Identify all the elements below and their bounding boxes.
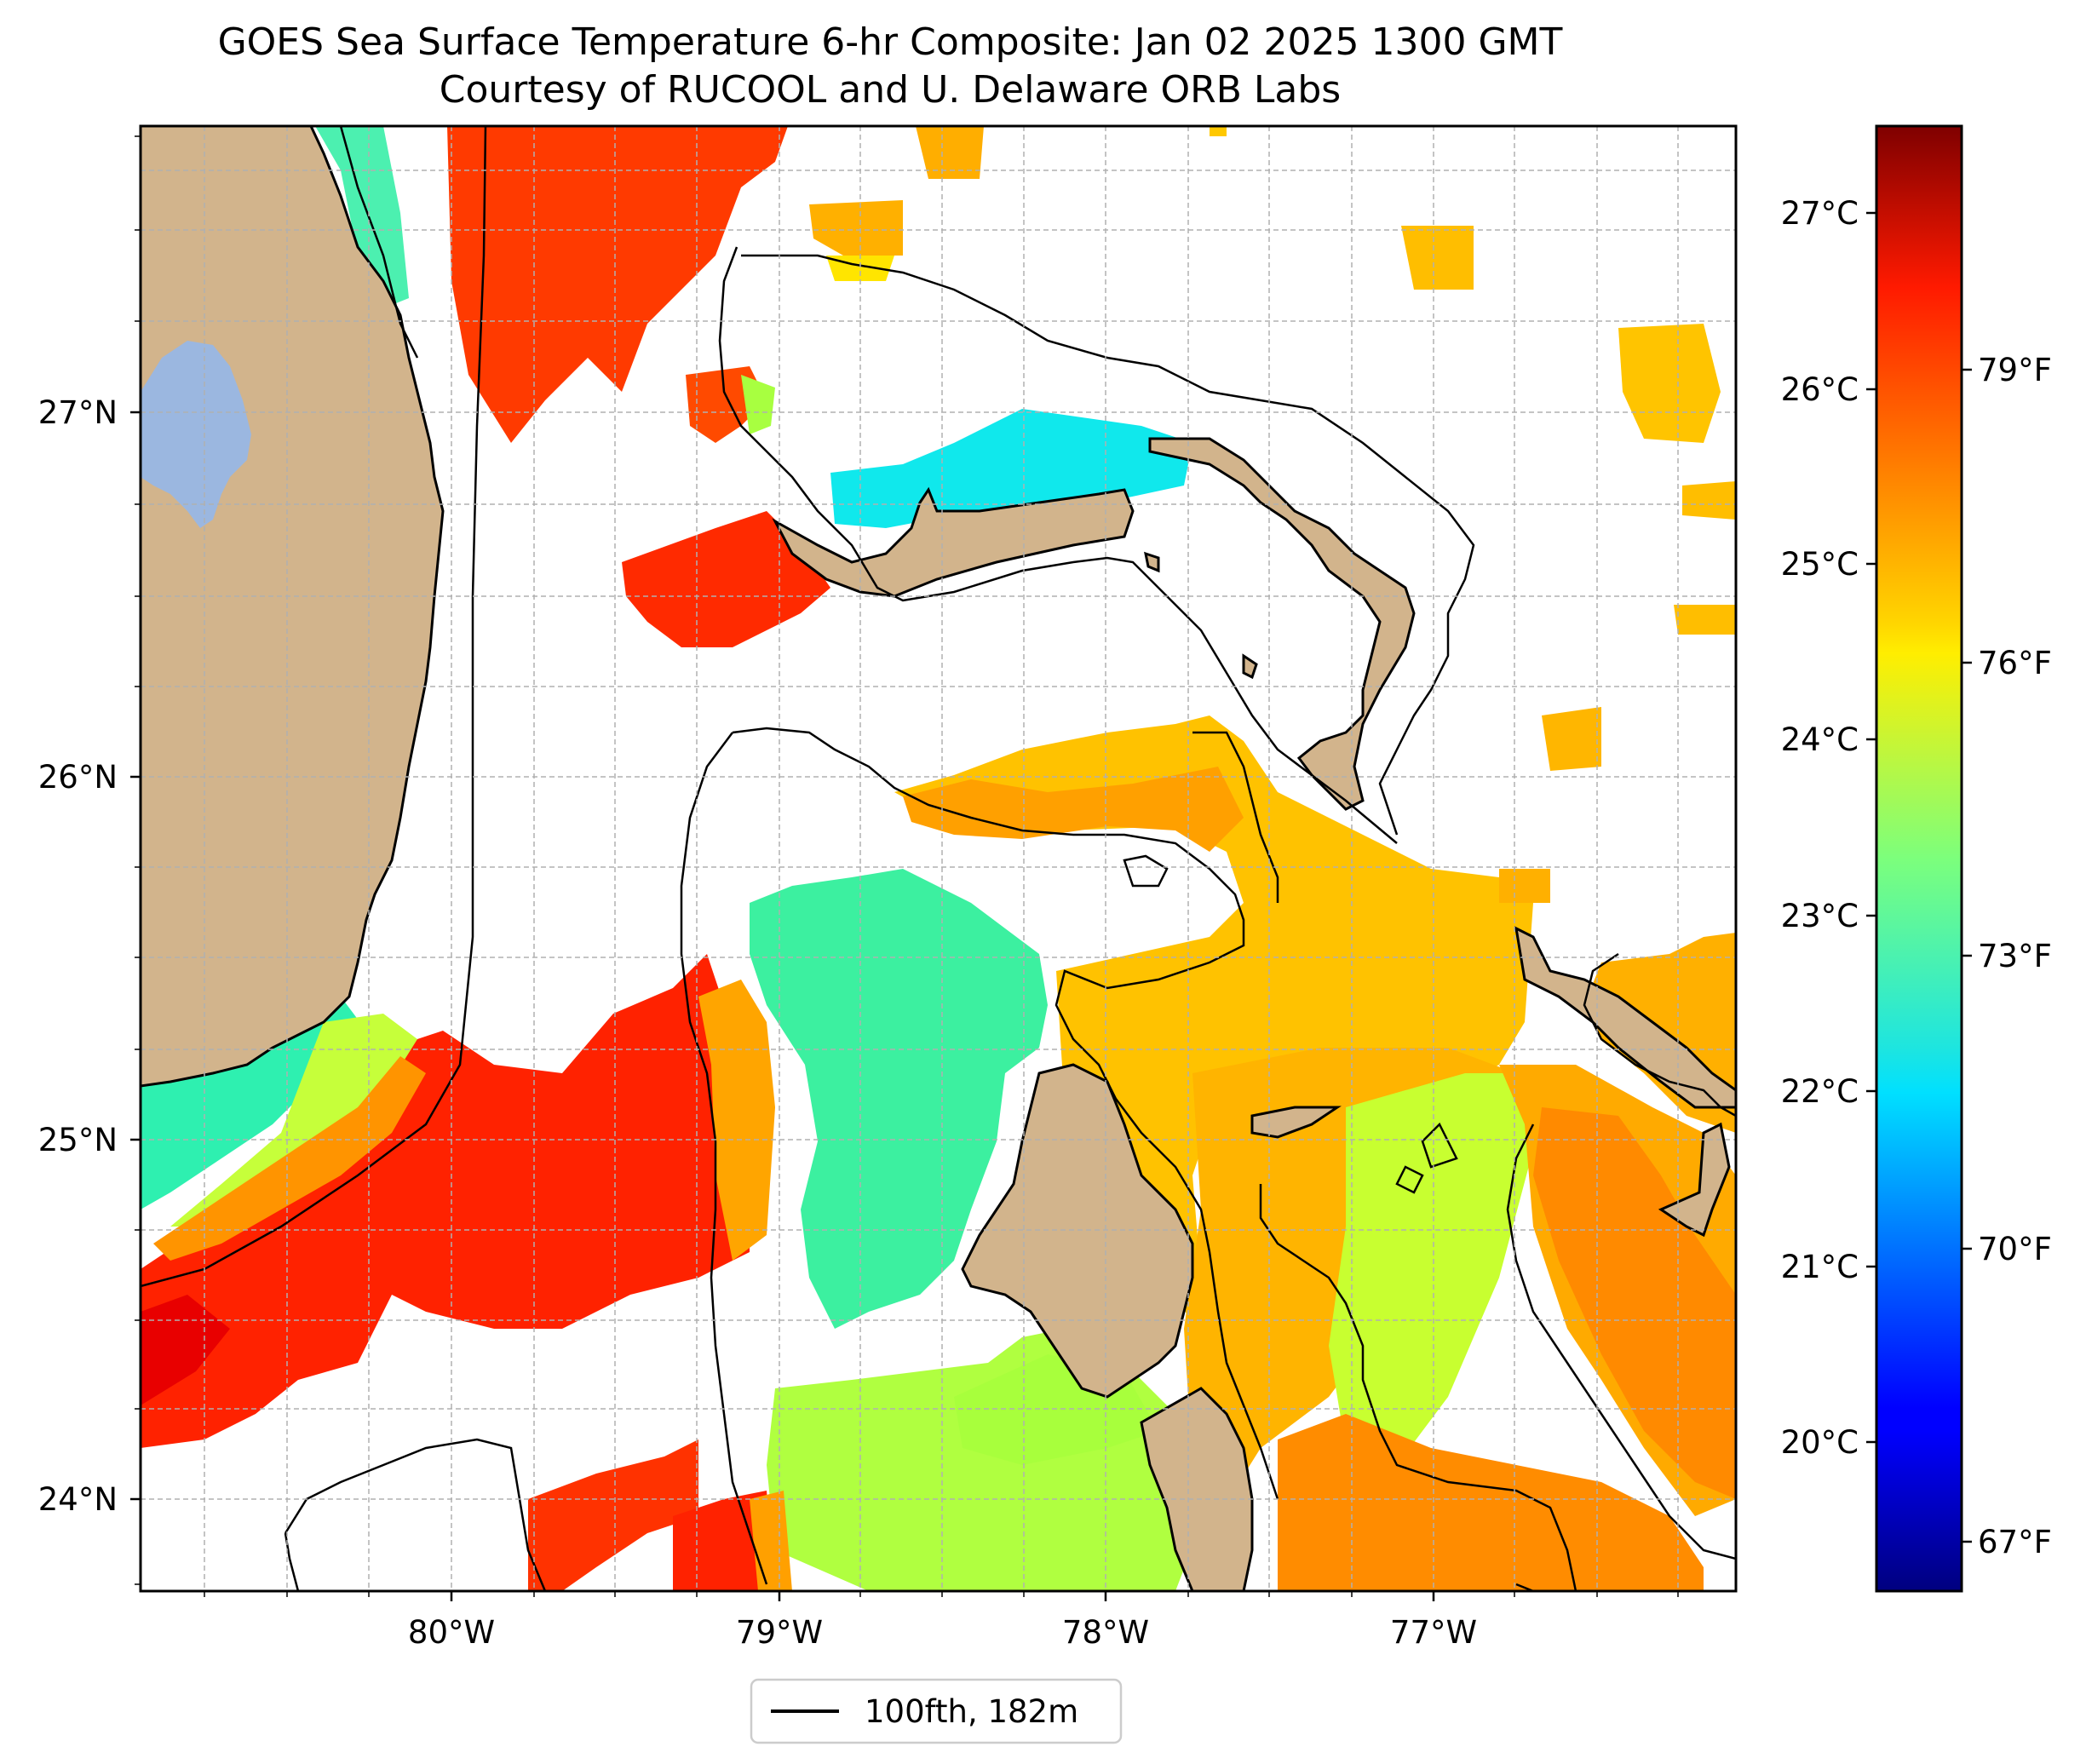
great-abaco-land — [1148, 437, 1416, 811]
longitude-labels: 80°W 79°W 78°W 77°W — [408, 1614, 1477, 1651]
lon-label: 78°W — [1062, 1614, 1149, 1651]
fahrenheit-tick-label: 73°F — [1978, 938, 2052, 974]
lat-label: 25°N — [38, 1122, 118, 1158]
lat-label: 27°N — [38, 394, 118, 431]
fahrenheit-tick-label: 76°F — [1978, 645, 2052, 681]
lon-label: 77°W — [1390, 1614, 1477, 1651]
axis-ticks — [130, 411, 1435, 1601]
map-frame — [139, 124, 1738, 1593]
minor-axis-ticks — [135, 135, 1679, 1597]
celsius-tick-label: 26°C — [1781, 371, 1859, 408]
lon-label: 80°W — [408, 1614, 495, 1651]
celsius-tick-label: 27°C — [1781, 195, 1859, 232]
celsius-tick-label: 22°C — [1781, 1073, 1859, 1110]
lat-label: 26°N — [38, 759, 118, 796]
lon-label: 79°W — [736, 1614, 823, 1651]
celsius-tick-label: 24°C — [1781, 721, 1859, 758]
celsius-tick-label: 23°C — [1781, 898, 1859, 934]
grand-bahama-land — [772, 486, 1135, 598]
map-title: GOES Sea Surface Temperature 6-hr Compos… — [217, 20, 1563, 64]
map-subtitle: Courtesy of RUCOOL and U. Delaware ORB L… — [439, 68, 1342, 112]
lat-label: 24°N — [38, 1481, 118, 1518]
sst-field — [141, 126, 1736, 1591]
colorbar-gradient — [1875, 124, 1963, 1593]
legend-box — [750, 1678, 1123, 1744]
fahrenheit-tick-label: 67°F — [1978, 1524, 2052, 1560]
small-cay — [1144, 551, 1160, 573]
latitude-labels: 27°N 26°N 25°N 24°N — [38, 394, 118, 1518]
celsius-tick-label: 21°C — [1781, 1249, 1859, 1285]
eleuthera-land — [1514, 926, 1736, 1109]
colorbar: 27°C 26°C 25°C 24°C 23°C 22°C 21°C 20°C … — [1781, 124, 2052, 1593]
gridlines — [141, 126, 1736, 1591]
new-providence-land — [1250, 1106, 1342, 1139]
map-area[interactable] — [141, 126, 1736, 1591]
celsius-tick-label: 20°C — [1781, 1424, 1859, 1461]
lake-okeechobee — [141, 341, 251, 528]
fahrenheit-tick-label: 79°F — [1978, 352, 2052, 388]
fahrenheit-tick-label: 70°F — [1978, 1231, 2052, 1267]
andros-land — [961, 1063, 1194, 1399]
eleuthera-south-land — [1658, 1122, 1731, 1238]
isobath-100fth — [141, 126, 1736, 1591]
legend: 100fth, 182m — [750, 1678, 1123, 1744]
celsius-tick-label: 25°C — [1781, 546, 1859, 583]
south-andros-land — [1140, 1387, 1254, 1591]
small-cay — [1242, 653, 1258, 680]
legend-label: 100fth, 182m — [865, 1693, 1078, 1730]
